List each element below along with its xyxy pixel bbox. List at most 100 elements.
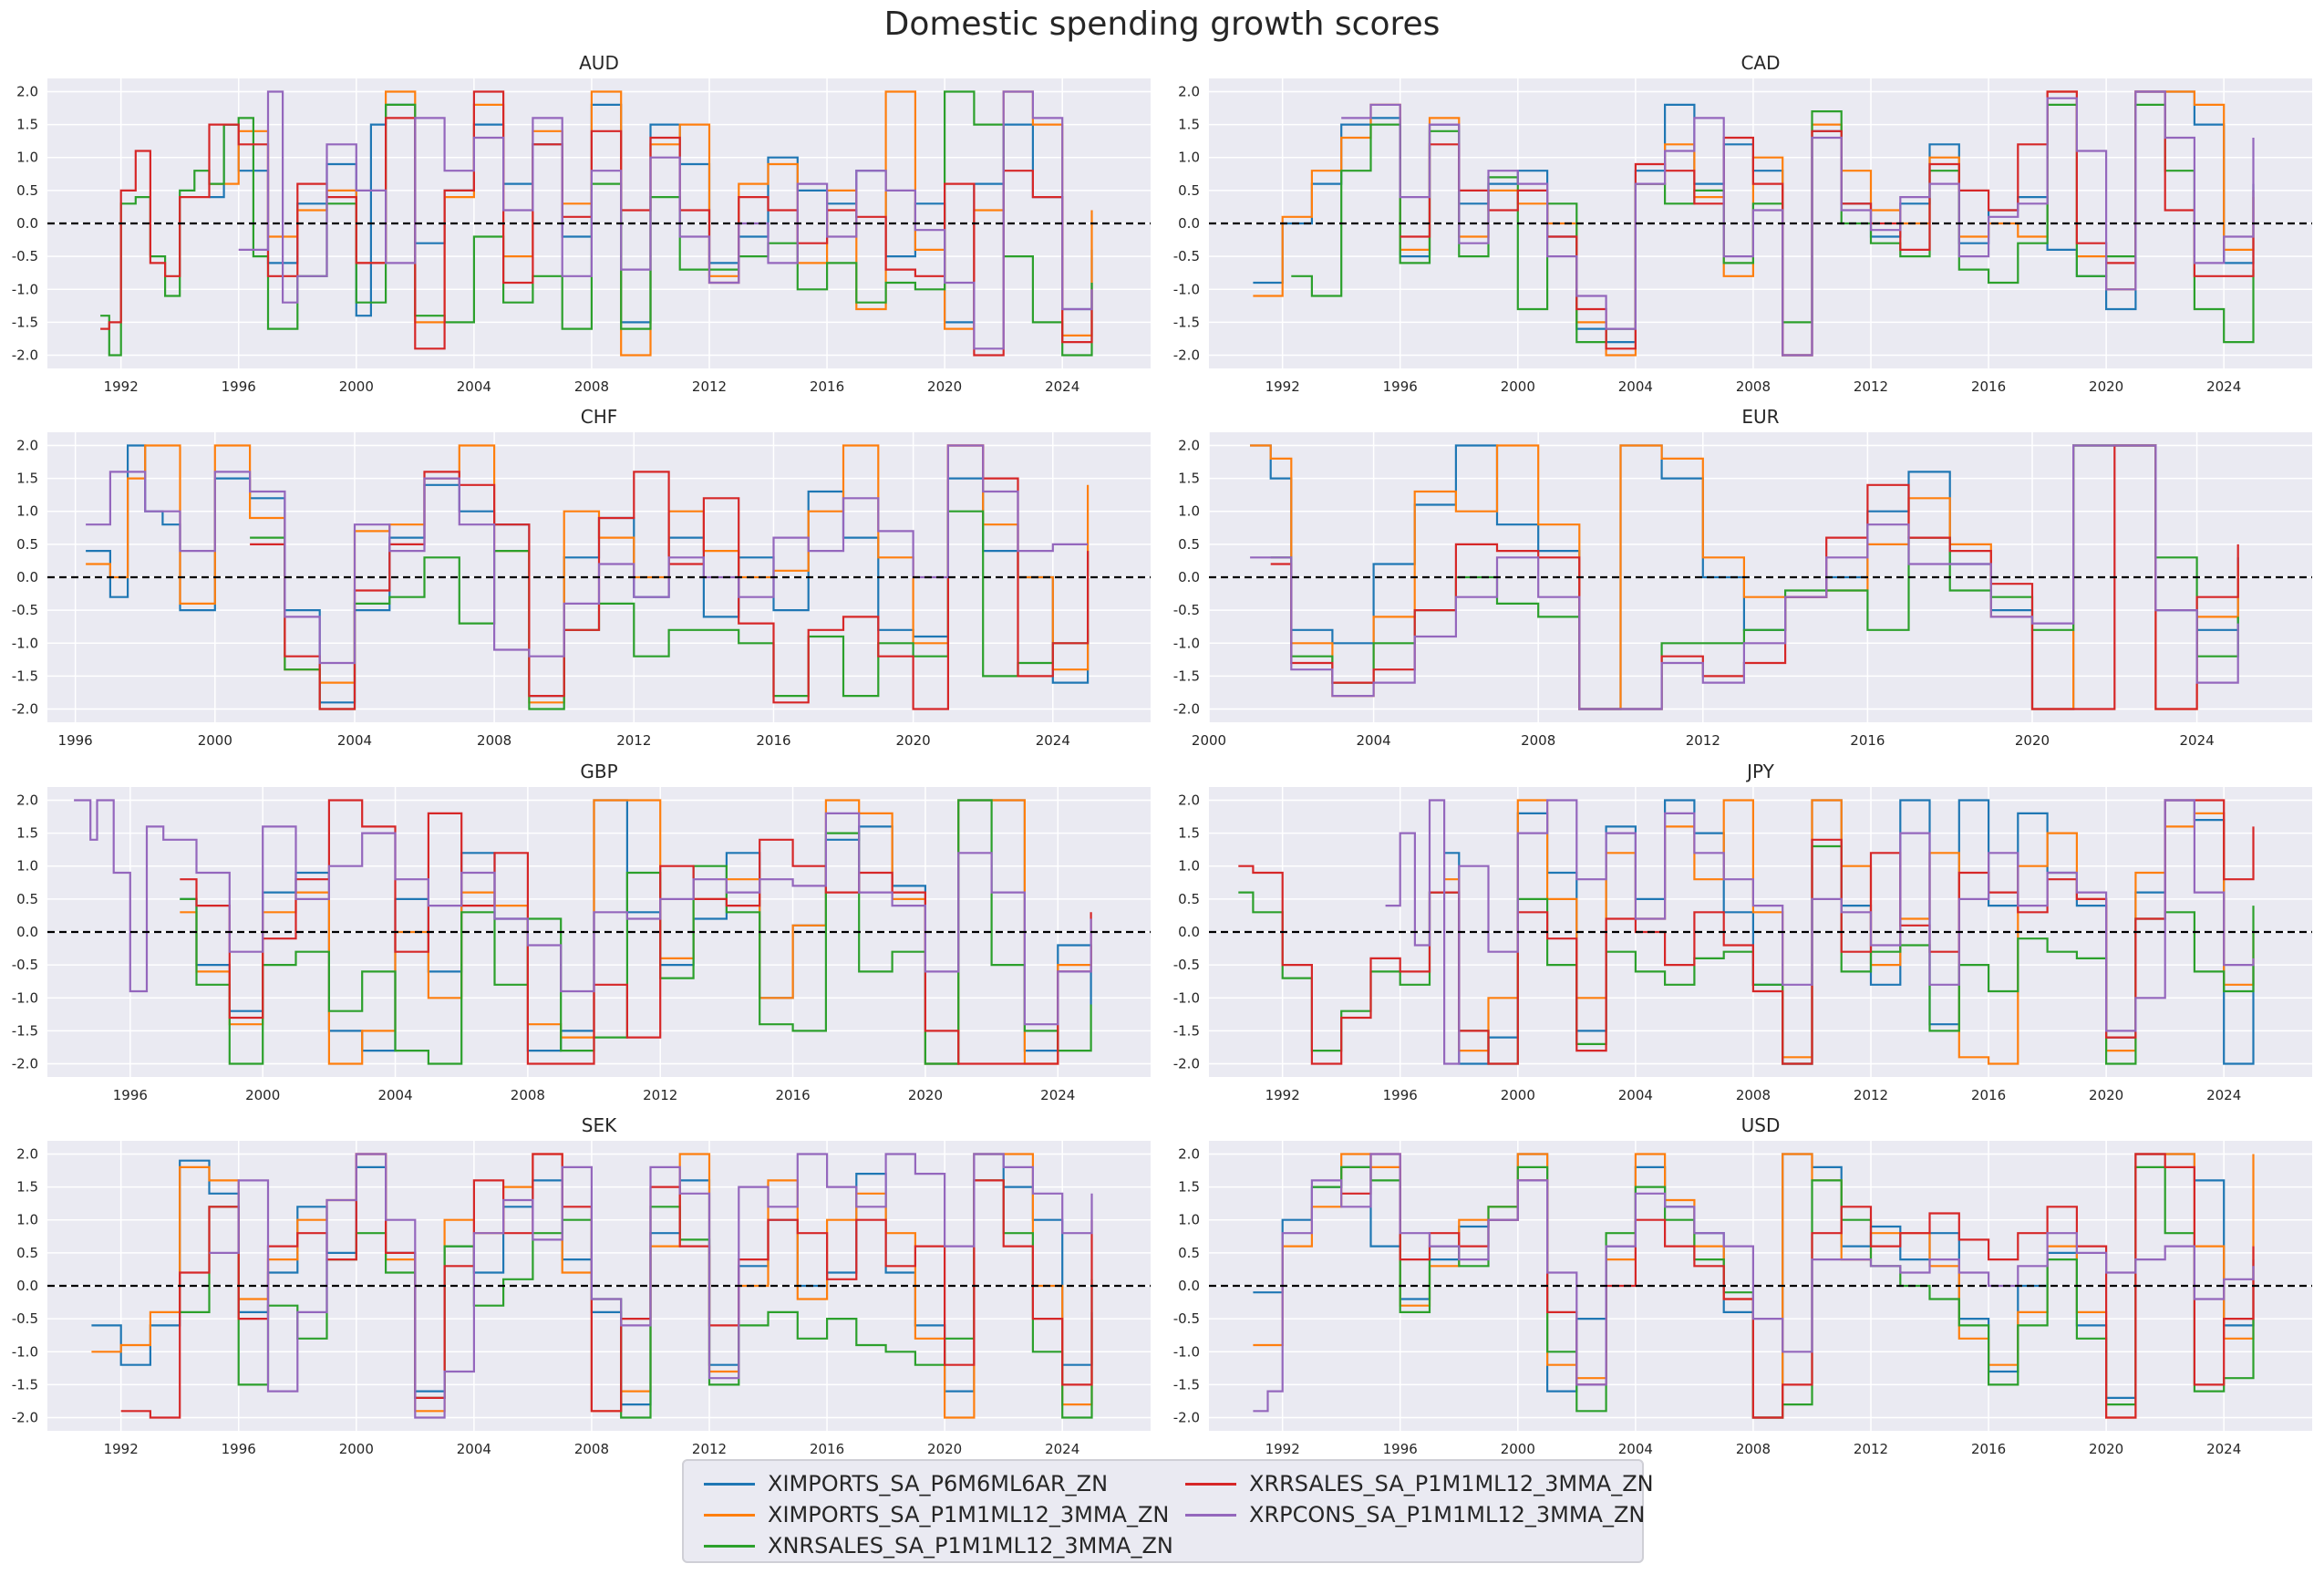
legend-item: XRRSALES_SA_P1M1ML12_3MMA_ZN — [1185, 1468, 1654, 1499]
y-tick-label: -2.0 — [1173, 1056, 1200, 1072]
y-tick-label: 0.5 — [1178, 536, 1200, 553]
y-tick-label: 1.5 — [1178, 117, 1200, 133]
x-tick-label: 1996 — [1383, 1087, 1418, 1103]
x-tick-label: 2000 — [245, 1087, 280, 1103]
y-tick-label: 1.0 — [16, 150, 38, 166]
x-tick-label: 2004 — [457, 1441, 491, 1457]
x-tick-label: 2012 — [1854, 378, 1888, 395]
y-tick-label: -1.0 — [1173, 1343, 1200, 1360]
x-tick-label: 1992 — [104, 1441, 139, 1457]
y-tick-label: -0.5 — [1173, 957, 1200, 973]
legend-item: XNRSALES_SA_P1M1ML12_3MMA_ZN — [704, 1530, 1173, 1561]
x-tick-label: 2004 — [1618, 1087, 1653, 1103]
y-tick-label: -1.0 — [1173, 635, 1200, 651]
x-tick-label: 2024 — [2206, 378, 2241, 395]
x-tick-label: 1996 — [113, 1087, 148, 1103]
y-tick-label: 0.5 — [16, 891, 38, 907]
x-tick-label: 2024 — [1040, 1087, 1075, 1103]
y-tick-label: 2.0 — [1178, 1145, 1200, 1162]
y-tick-label: -0.5 — [1173, 602, 1200, 618]
legend-label: XRRSALES_SA_P1M1ML12_3MMA_ZN — [1249, 1471, 1654, 1496]
y-tick-label: 1.0 — [1178, 1212, 1200, 1228]
y-tick-label: 1.5 — [16, 471, 38, 487]
x-tick-label: 2000 — [339, 1441, 374, 1457]
x-tick-label: 2016 — [775, 1087, 810, 1103]
y-tick-label: 1.5 — [16, 1179, 38, 1196]
y-tick-label: -0.5 — [12, 957, 38, 973]
y-tick-label: 1.5 — [16, 117, 38, 133]
x-tick-label: 1996 — [1383, 378, 1418, 395]
y-tick-label: 1.0 — [16, 858, 38, 875]
legend: XIMPORTS_SA_P6M6ML6AR_ZN XIMPORTS_SA_P1M… — [682, 1459, 1654, 1563]
y-tick-label: -0.5 — [1173, 1310, 1200, 1327]
y-tick-label: 0.5 — [16, 182, 38, 199]
series-line — [1253, 1153, 2255, 1413]
x-tick-label: 2016 — [810, 1441, 844, 1457]
panel-title: SEK — [582, 1114, 617, 1136]
y-tick-label: -0.5 — [12, 1310, 38, 1327]
y-tick-label: -0.5 — [12, 248, 38, 264]
x-tick-label: 2024 — [2179, 732, 2214, 749]
y-tick-label: 1.0 — [16, 503, 38, 520]
x-tick-label: 2004 — [1357, 732, 1391, 749]
x-tick-label: 2016 — [1971, 1087, 2006, 1103]
legend-swatch — [704, 1482, 755, 1486]
x-tick-label: 2016 — [756, 732, 790, 749]
series-line — [209, 1153, 1093, 1419]
x-tick-label: 2020 — [2015, 732, 2050, 749]
y-tick-label: 0.0 — [16, 215, 38, 232]
series-line — [180, 799, 1092, 1065]
x-tick-label: 2016 — [1971, 378, 2006, 395]
x-tick-label: 2020 — [2089, 378, 2123, 395]
x-tick-label: 2012 — [692, 1441, 727, 1457]
x-tick-label: 2012 — [692, 378, 727, 395]
x-tick-label: 1992 — [1265, 1441, 1300, 1457]
x-tick-label: 1996 — [1383, 1441, 1418, 1457]
series-line — [1385, 799, 2255, 1065]
y-tick-label: 0.5 — [1178, 1245, 1200, 1261]
y-tick-label: 2.0 — [1178, 83, 1200, 99]
legend-label: XRPCONS_SA_P1M1ML12_3MMA_ZN — [1249, 1502, 1646, 1527]
x-tick-label: 2020 — [927, 1441, 962, 1457]
series-line — [120, 1153, 1093, 1419]
y-tick-label: 1.0 — [16, 1212, 38, 1228]
x-tick-label: 2020 — [927, 378, 962, 395]
y-tick-label: -1.0 — [12, 635, 38, 651]
legend-item: XIMPORTS_SA_P1M1ML12_3MMA_ZN — [704, 1499, 1169, 1530]
y-tick-label: -2.0 — [1173, 347, 1200, 364]
panel-title: CHF — [581, 406, 618, 428]
y-tick-label: 1.0 — [1178, 503, 1200, 520]
y-tick-label: 2.0 — [16, 437, 38, 453]
legend-swatch — [704, 1544, 755, 1548]
x-tick-label: 2000 — [198, 732, 232, 749]
x-tick-label: 2008 — [477, 732, 511, 749]
y-tick-label: -1.5 — [12, 668, 38, 684]
y-tick-label: 0.0 — [16, 569, 38, 585]
y-tick-label: -1.5 — [1173, 314, 1200, 330]
y-tick-label: 2.0 — [16, 792, 38, 808]
y-tick-label: -1.0 — [1173, 989, 1200, 1006]
y-tick-label: -1.5 — [1173, 668, 1200, 684]
series-line — [74, 799, 1092, 1026]
y-tick-label: -0.5 — [12, 602, 38, 618]
legend-item: XRPCONS_SA_P1M1ML12_3MMA_ZN — [1185, 1499, 1645, 1530]
x-tick-label: 2020 — [896, 732, 931, 749]
y-tick-label: 1.5 — [1178, 825, 1200, 842]
series-line — [1250, 444, 2239, 710]
x-tick-label: 2008 — [1736, 1441, 1771, 1457]
panel-title: CAD — [1740, 52, 1780, 74]
y-tick-label: 0.0 — [16, 1278, 38, 1294]
y-tick-label: 0.0 — [1178, 569, 1200, 585]
x-tick-label: 2004 — [1618, 1441, 1653, 1457]
x-tick-label: 2000 — [339, 378, 374, 395]
legend-swatch — [704, 1513, 755, 1517]
y-tick-label: 0.5 — [16, 1245, 38, 1261]
y-tick-label: -0.5 — [1173, 248, 1200, 264]
y-tick-label: 0.0 — [16, 924, 38, 940]
panel-title: JPY — [1745, 761, 1775, 782]
x-tick-label: 2016 — [810, 378, 844, 395]
y-tick-label: -1.5 — [1173, 1022, 1200, 1039]
y-tick-label: 0.0 — [1178, 924, 1200, 940]
x-tick-label: 1992 — [104, 378, 139, 395]
x-tick-label: 2012 — [1854, 1441, 1888, 1457]
